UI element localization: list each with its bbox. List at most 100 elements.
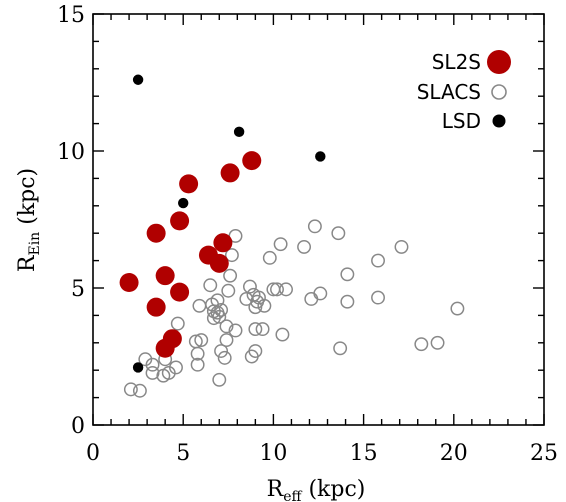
point-slacs xyxy=(394,239,409,254)
point-sl2s xyxy=(242,151,262,171)
legend-marker xyxy=(487,50,511,74)
legend-marker xyxy=(491,84,507,100)
point-slacs xyxy=(214,302,229,317)
point-slacs xyxy=(414,337,429,352)
legend-item-lsd: LSD xyxy=(442,109,506,133)
point-slacs xyxy=(275,327,290,342)
point-slacs xyxy=(279,282,293,297)
series-lsd xyxy=(132,74,326,373)
point-slacs xyxy=(340,294,355,309)
axis-tick-labels: 0 5 10 15 20 25 0 5 10 15 xyxy=(57,3,558,466)
x-axis-label-main: R xyxy=(267,477,285,502)
point-slacs xyxy=(203,278,218,293)
point-sl2s xyxy=(213,233,233,253)
point-sl2s xyxy=(155,266,175,286)
x-axis-label-subscript: eff xyxy=(283,489,302,502)
point-slacs xyxy=(224,248,239,263)
x-tick-label: 20 xyxy=(440,441,468,466)
x-axis-label-unit: (kpc) xyxy=(301,477,365,502)
point-sl2s xyxy=(146,297,166,317)
legend-label: LSD xyxy=(442,109,481,133)
plot-frame xyxy=(92,13,545,426)
y-axis-label: REin (kpc) xyxy=(15,168,43,272)
point-slacs xyxy=(257,298,272,313)
axis-ticks xyxy=(92,13,545,426)
point-slacs xyxy=(340,267,355,282)
x-axis-label: Reff (kpc) xyxy=(267,477,366,502)
x-tick-label: 0 xyxy=(86,441,100,466)
point-slacs xyxy=(248,322,263,337)
legend-item-sl2s: SL2S xyxy=(432,50,511,74)
legend-marker xyxy=(492,114,506,128)
point-lsd xyxy=(132,74,144,85)
point-slacs xyxy=(248,344,263,358)
point-slacs xyxy=(450,301,465,316)
point-slacs xyxy=(132,383,147,398)
point-slacs xyxy=(223,268,238,283)
y-axis-label-main: R xyxy=(15,254,40,272)
point-slacs xyxy=(430,335,445,350)
point-lsd xyxy=(178,197,189,209)
point-sl2s xyxy=(162,329,182,349)
point-slacs xyxy=(190,346,205,361)
point-slacs xyxy=(145,365,160,380)
point-lsd xyxy=(132,362,144,373)
point-slacs xyxy=(307,219,322,234)
point-slacs xyxy=(190,357,205,372)
point-sl2s xyxy=(146,223,166,243)
point-slacs xyxy=(313,286,328,301)
point-slacs xyxy=(371,290,385,305)
point-slacs xyxy=(242,279,257,294)
point-sl2s xyxy=(170,282,190,302)
point-slacs xyxy=(192,298,207,313)
point-slacs xyxy=(273,237,288,252)
y-tick-label: 10 xyxy=(57,140,85,165)
y-tick-label: 5 xyxy=(71,277,85,302)
point-slacs xyxy=(255,322,270,337)
point-slacs xyxy=(228,323,243,338)
legend: SL2S SLACS LSD xyxy=(417,50,511,133)
x-tick-label: 5 xyxy=(176,441,190,466)
point-slacs xyxy=(212,309,227,324)
point-slacs xyxy=(145,357,160,372)
y-tick-label: 0 xyxy=(71,414,85,439)
point-slacs xyxy=(297,239,312,254)
point-sl2s xyxy=(220,163,240,183)
point-slacs xyxy=(221,283,236,298)
point-sl2s xyxy=(119,273,139,293)
series-slacs xyxy=(123,219,465,398)
point-slacs xyxy=(331,226,346,241)
point-slacs xyxy=(123,382,138,397)
series-sl2s xyxy=(119,151,262,358)
point-slacs xyxy=(194,333,209,348)
point-slacs xyxy=(217,350,232,365)
y-axis-label-subscript: Ein xyxy=(27,232,43,256)
point-slacs xyxy=(371,253,385,268)
x-tick-label: 10 xyxy=(259,441,287,466)
point-slacs xyxy=(262,250,277,265)
point-slacs xyxy=(219,333,234,348)
point-slacs xyxy=(333,341,348,356)
point-sl2s xyxy=(209,253,229,273)
point-slacs xyxy=(169,360,183,375)
point-sl2s xyxy=(179,174,199,194)
point-sl2s xyxy=(170,211,190,231)
point-lsd xyxy=(233,126,245,138)
legend-label: SL2S xyxy=(432,50,481,74)
point-slacs xyxy=(248,300,263,315)
point-slacs xyxy=(170,316,185,331)
legend-item-slacs: SLACS xyxy=(417,80,507,104)
point-slacs xyxy=(219,319,234,334)
y-tick-label: 15 xyxy=(57,3,85,28)
data-points xyxy=(119,74,465,398)
y-axis-label-unit: (kpc) xyxy=(15,168,40,232)
point-slacs xyxy=(214,344,229,358)
plot-border xyxy=(92,13,545,426)
point-slacs xyxy=(304,292,319,306)
x-tick-label: 25 xyxy=(530,441,558,466)
point-lsd xyxy=(315,151,326,162)
point-slacs xyxy=(270,282,284,297)
point-slacs xyxy=(212,372,227,387)
x-tick-label: 15 xyxy=(350,441,378,466)
